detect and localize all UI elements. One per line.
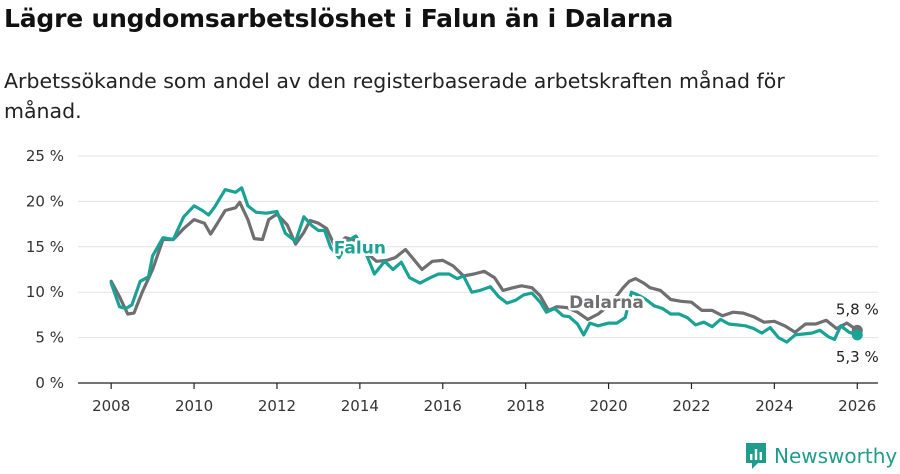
series-layer — [109, 186, 859, 344]
x-axis: 2008 2010 2012 2014 2016 2018 2020 2022 2024 2026 — [78, 382, 878, 415]
x-tick-label: 2016 — [424, 397, 462, 415]
end-value-label-falun: 5,3 % — [836, 348, 879, 366]
y-tick-label: 0 % — [35, 374, 64, 392]
brand-name: Newsworthy — [774, 444, 898, 468]
x-tick-label: 2020 — [589, 397, 627, 415]
x-tick-label: 2022 — [672, 397, 710, 415]
y-tick-label: 25 % — [26, 147, 64, 165]
x-tick-label: 2026 — [838, 397, 876, 415]
end-marker-falun — [851, 329, 863, 341]
x-tick-label: 2012 — [258, 397, 296, 415]
y-tick-label: 15 % — [26, 238, 64, 256]
x-tick-label: 2018 — [507, 397, 545, 415]
x-tick-label: 2008 — [92, 397, 130, 415]
y-tick-label: 5 % — [35, 329, 64, 347]
x-tick-label: 2014 — [341, 397, 379, 415]
x-tick-label: 2024 — [755, 397, 793, 415]
y-axis-ticks: 0 % 5 % 10 % 15 % 20 % 25 % — [26, 147, 64, 392]
end-value-label-dalarna: 5,8 % — [836, 300, 879, 318]
chart-subtitle: Arbetssökande som andel av den registerb… — [4, 69, 785, 123]
chart-title: Lägre ungdomsarbetslöshet i Falun än i D… — [4, 4, 674, 33]
newsworthy-brand: Newsworthy — [744, 441, 897, 471]
x-tick-label: 2010 — [175, 397, 213, 415]
series-name-label-falun: Falun — [334, 239, 386, 259]
y-tick-label: 20 % — [26, 192, 64, 210]
series-line-falun — [109, 186, 859, 344]
series-name-label-dalarna: Dalarna — [569, 293, 644, 313]
grid-layer — [78, 155, 878, 339]
newsworthy-logo-icon — [746, 443, 766, 469]
series-line-dalarna — [109, 200, 859, 334]
y-tick-label: 10 % — [26, 283, 64, 301]
labels-layer: 5,8 % 5,3 % Falun Dalarna — [331, 236, 879, 366]
